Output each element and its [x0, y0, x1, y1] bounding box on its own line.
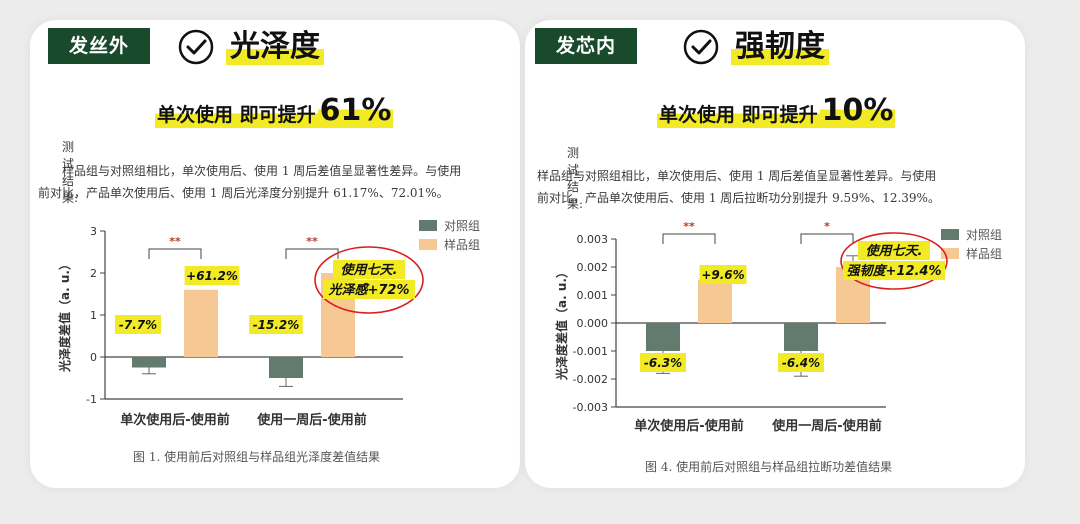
y-tick-label: 0: [90, 351, 97, 364]
control-percent-label: -6.4%: [782, 356, 820, 370]
left-caption: 图 1. 使用前后对照组与样品组光泽度差值结果: [133, 450, 381, 464]
left-subtitle-a: 单次使用 即可提升: [155, 102, 318, 128]
left-title: 光泽度: [226, 29, 324, 65]
significance-bracket: [148, 248, 202, 259]
legend-swatch: [941, 248, 959, 259]
annotation-bg: [323, 280, 415, 299]
y-axis-label: 光泽度差值（a. u.）: [554, 266, 569, 381]
significance-bracket: [662, 233, 716, 244]
check-circle-icon: [683, 29, 719, 65]
left-subtitle-b: 61%: [317, 93, 394, 128]
right-subtitle-b: 10%: [819, 93, 896, 128]
right-subtitle-a: 单次使用 即可提升: [657, 102, 820, 128]
y-tick-label: 0.000: [577, 317, 609, 330]
y-axis-label: 光泽度差值（a. u.）: [57, 258, 72, 373]
control-percent-label: -6.3%: [644, 356, 682, 370]
annotation-bg: [333, 260, 405, 279]
bar-control: [784, 323, 818, 351]
left-paper-line1: 样品组与对照组相比，单次使用后、使用 1 周后差值呈显著性差异。与使用: [62, 164, 462, 178]
annotation-bg: [843, 261, 945, 280]
annotation-circle: [840, 232, 948, 290]
legend-label: 样品组: [444, 237, 480, 252]
legend-swatch: [419, 239, 437, 250]
bar-control: [646, 323, 680, 351]
control-percent-bg: [640, 353, 686, 372]
bar-control: [132, 357, 166, 368]
legend-swatch: [941, 229, 959, 240]
significance-mark: *: [824, 220, 830, 233]
sample-percent-label: +9.6%: [701, 268, 744, 282]
bar-sample: [184, 289, 218, 357]
annotation-circle: [314, 246, 424, 314]
category-label: 使用一周后-使用前: [771, 418, 881, 434]
y-tick-label: 2: [90, 267, 97, 280]
significance-bracket: [285, 248, 339, 259]
legend-label: 对照组: [444, 219, 480, 233]
control-percent-bg: [778, 353, 824, 372]
annotation-text: 光泽感+72%: [327, 282, 409, 298]
y-tick-label: 0.003: [577, 233, 609, 246]
control-percent-label: -7.7%: [119, 318, 157, 332]
left-headline: 光泽度: [178, 29, 324, 65]
category-label: 单次使用后-使用前: [120, 412, 229, 428]
significance-bracket: [800, 233, 854, 244]
control-percent-bg: [115, 315, 161, 334]
y-tick-label: 0.002: [577, 261, 609, 274]
y-tick-label: -1: [86, 393, 97, 406]
category-label: 使用一周后-使用前: [256, 412, 366, 428]
y-tick-label: -0.001: [573, 345, 608, 358]
significance-mark: **: [306, 235, 318, 248]
annotation-text: 使用七天.: [341, 262, 398, 278]
right-subline: 单次使用 即可提升 10%: [657, 84, 896, 128]
left-tag: 发丝外: [48, 28, 150, 64]
right-bar-chart: -0.003 -0.002 -0.001 0.000 0.001 0.002 0.003 光泽…: [554, 220, 1002, 434]
legend-swatch: [419, 220, 437, 231]
right-paper-line1: 样品组与对照组相比，单次使用后、使用 1 周后差值呈显著性差异。与使用: [537, 169, 937, 183]
left-card: 发丝外 光泽度 单次使用 即可提升 61% 测试结果: 样品组与对照组相比，单次…: [30, 20, 520, 488]
category-label: 单次使用后-使用前: [634, 418, 743, 434]
bar-sample: [698, 279, 732, 323]
sample-percent-bg: [184, 266, 240, 285]
control-percent-label: -15.2%: [253, 318, 300, 332]
left-subline: 单次使用 即可提升 61%: [155, 84, 394, 128]
right-paper-line2: 前对比，产品单次使用后、使用 1 周后拉断功分别提升 9.59%、12.39%。: [537, 191, 940, 205]
y-tick-label: 1: [90, 309, 97, 322]
annotation-text: 使用七天.: [866, 243, 923, 259]
annotation-text: 强韧度+12.4%: [847, 263, 942, 279]
left-paper-head: 测试结果:: [62, 140, 79, 205]
right-paper-head: 测试结果:: [567, 146, 584, 211]
bar-control: [269, 357, 303, 378]
right-title: 强韧度: [731, 29, 829, 65]
right-tag: 发芯内: [535, 28, 637, 64]
legend-label: 对照组: [966, 228, 1002, 242]
y-tick-label: 3: [90, 225, 97, 238]
legend-label: 样品组: [966, 246, 1002, 261]
left-paper-line2: 前对比，产品单次使用后、使用 1 周后光泽度分别提升 61.17%、72.01%…: [38, 186, 449, 200]
significance-mark: **: [169, 235, 181, 248]
y-tick-label: -0.003: [573, 401, 608, 414]
significance-mark: **: [683, 220, 695, 233]
y-tick-label: -0.002: [573, 373, 608, 386]
sample-percent-label: +61.2%: [186, 269, 238, 283]
right-caption: 图 4. 使用前后对照组与样品组拉断功差值结果: [645, 460, 893, 474]
left-bar-chart: -1 0 1 2 3 光泽度差值（a. u.） ** 单次使用后-使用前 -7.7% +61.2%…: [57, 219, 480, 428]
control-percent-bg: [249, 315, 303, 334]
check-circle-icon: [178, 29, 214, 65]
y-tick-label: 0.001: [577, 289, 609, 302]
right-headline: 强韧度: [683, 29, 829, 65]
sample-percent-bg: [699, 265, 747, 284]
annotation-bg: [858, 241, 930, 260]
